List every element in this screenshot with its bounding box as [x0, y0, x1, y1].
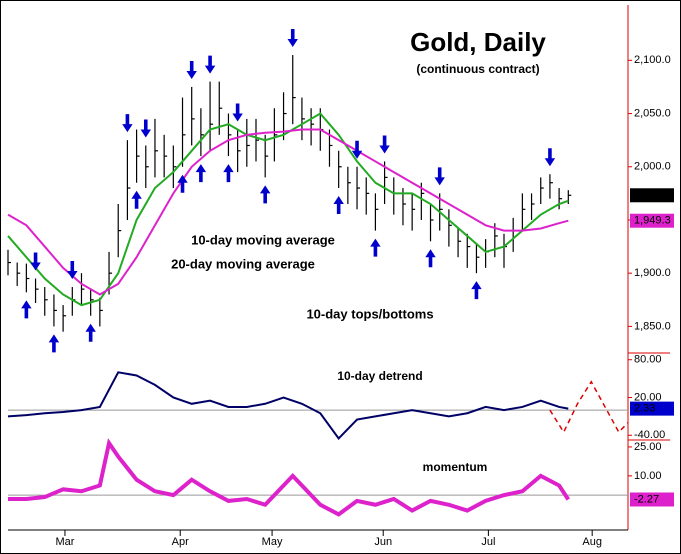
series-line: [7, 371, 569, 440]
series-line: [8, 438, 570, 517]
bottom-arrow: [471, 281, 482, 300]
y-tick-label: 20.00: [634, 391, 662, 403]
y-tick-label: 2,050.0: [634, 107, 671, 119]
x-tick-label: Apr: [172, 536, 189, 548]
bottom-arrow: [21, 300, 32, 319]
panel-title: 10-day detrend: [337, 369, 422, 383]
top-arrow: [204, 55, 216, 74]
bottom-arrow: [333, 196, 344, 215]
x-tick-label: Mar: [55, 536, 74, 548]
value-label: -2.27: [634, 493, 659, 505]
x-tick-label: Jun: [374, 536, 392, 548]
y-tick-label: 1,900.0: [634, 267, 671, 279]
top-arrow: [544, 148, 556, 167]
top-arrow: [287, 29, 298, 48]
x-tick-label: Aug: [582, 536, 602, 548]
bottom-arrow: [425, 249, 436, 268]
top-arrow: [434, 167, 445, 186]
chart-subtitle: (continuous contract): [416, 62, 539, 76]
annotation: 10-day moving average: [191, 232, 335, 247]
x-tick-label: Jul: [481, 536, 495, 548]
series-line: [7, 128, 569, 296]
bottom-arrow: [48, 334, 60, 353]
y-tick-label: 10.00: [634, 470, 662, 482]
bottom-arrow: [370, 238, 381, 257]
y-tick-label: 25.00: [634, 441, 662, 453]
y-tick-label: 1,850.0: [634, 320, 671, 332]
panel-title: momentum: [423, 460, 488, 474]
bottom-arrow: [177, 174, 188, 193]
top-arrow: [351, 140, 363, 159]
value-box: [630, 492, 674, 507]
top-arrow: [379, 135, 390, 154]
value-label: 1,949.3: [634, 215, 671, 227]
bottom-arrow: [223, 164, 234, 183]
y-tick-label: 2,100.0: [634, 54, 671, 66]
top-arrow: [67, 261, 78, 280]
value-box: [630, 401, 674, 416]
chart-title: Gold, Daily: [410, 27, 546, 57]
top-arrow: [30, 252, 41, 271]
value-label: 1,973.2: [634, 189, 671, 201]
annotation: 20-day moving average: [171, 256, 315, 271]
x-tick-label: May: [262, 536, 283, 548]
top-arrow: [186, 60, 197, 79]
bottom-arrow: [195, 164, 207, 183]
value-box: [630, 188, 674, 203]
value-box: [630, 213, 674, 228]
top-arrow: [232, 103, 243, 122]
bottom-arrow: [259, 185, 271, 204]
y-tick-label: 80.00: [634, 354, 662, 366]
top-arrow: [122, 114, 133, 133]
bottom-arrow: [131, 190, 142, 209]
series-line: [549, 380, 629, 434]
annotation: 10-day tops/bottoms: [306, 306, 433, 321]
y-tick-label: -40.00: [634, 429, 665, 441]
series-line: [7, 112, 569, 307]
top-arrow: [140, 119, 151, 138]
bottom-arrow: [85, 323, 96, 342]
value-label: 2.33: [634, 403, 655, 415]
y-tick-label: 2,000.0: [634, 161, 671, 173]
